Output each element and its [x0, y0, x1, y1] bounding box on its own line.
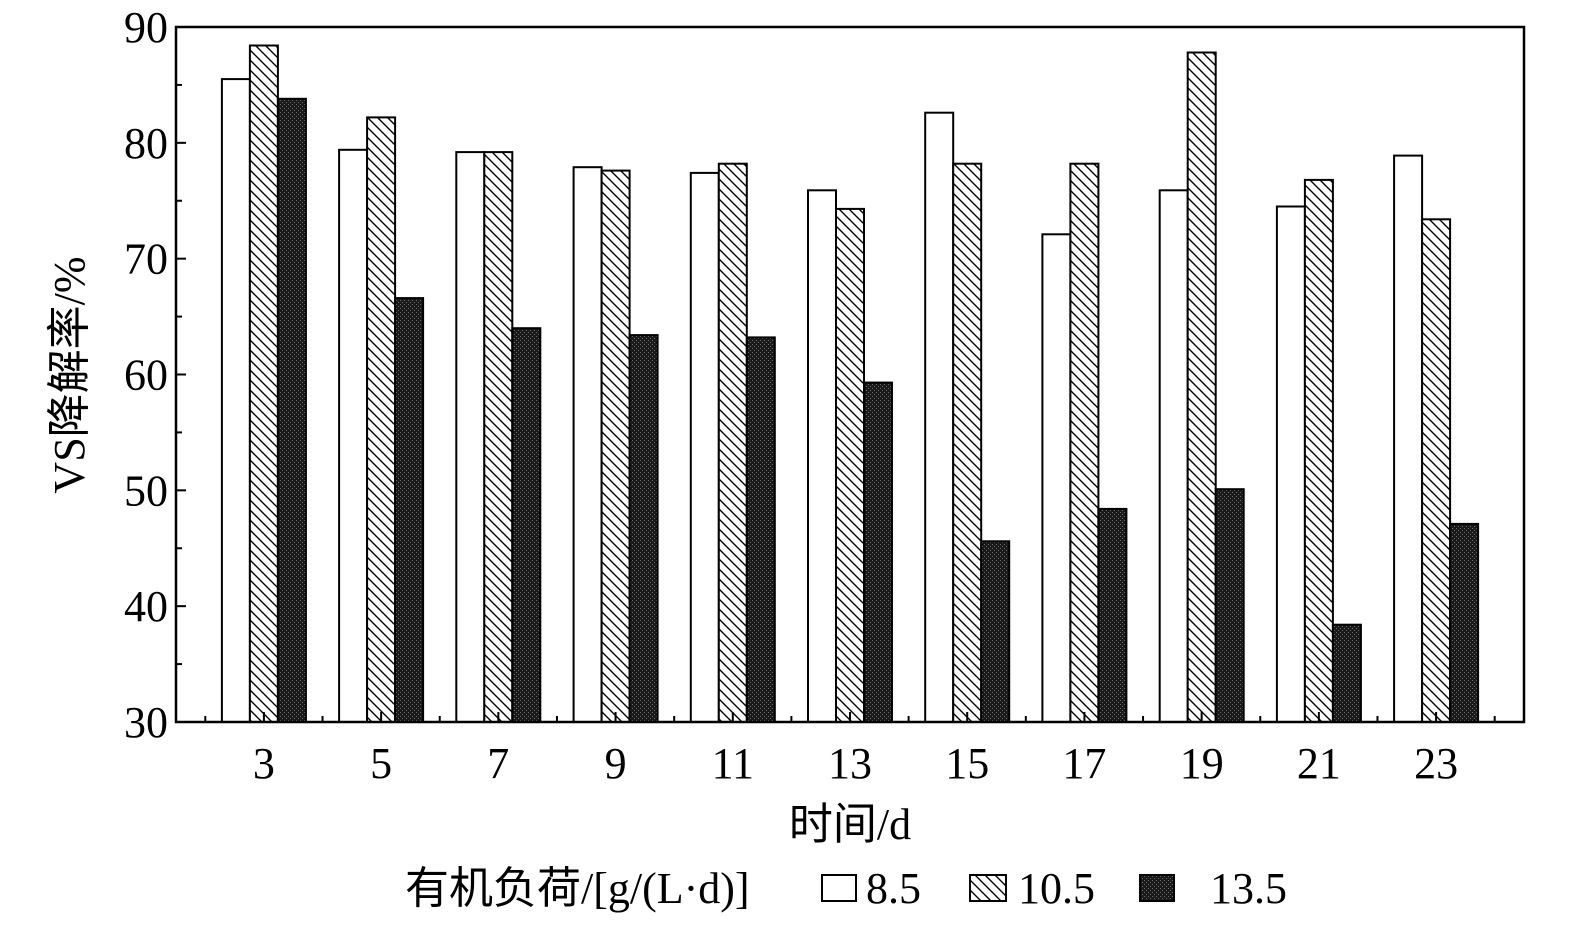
bar-13-5-day-7 [511, 327, 542, 723]
bar-13-5-day-11 [745, 336, 776, 723]
bar-8-5-day-21 [1275, 205, 1306, 723]
bar-10-5-day-7 [483, 151, 514, 724]
y-axis: 30 40 50 60 70 80 90 [124, 3, 186, 747]
x-tick-label: 11 [712, 739, 754, 788]
legend-label: 10.5 [1018, 864, 1095, 913]
bar-13-5-day-9 [628, 334, 659, 723]
bar-13-5-day-17 [1097, 507, 1128, 723]
bar-10-5-day-13 [835, 207, 865, 723]
bar-13-5-day-13 [863, 381, 893, 723]
x-tick-label: 7 [487, 739, 509, 788]
x-tick-label: 5 [370, 739, 392, 788]
legend-item-13-5: 13.5 [1139, 864, 1287, 913]
bar-10-5-day-11 [717, 162, 748, 723]
bar-8-5-day-3 [220, 78, 251, 724]
bar-10-5-day-15 [952, 162, 983, 723]
legend: 有机负荷/[g/(L·d)] 8.5 10.5 13.5 [405, 864, 1287, 913]
bar-10-5-day-23 [1421, 218, 1452, 724]
legend-swatch-open [821, 874, 857, 902]
bars-group [220, 44, 1480, 724]
y-tick-label: 30 [124, 698, 168, 747]
y-axis-label: VS降解率/% [45, 256, 94, 493]
bar-13-5-day-5 [394, 297, 425, 723]
y-tick-label: 80 [124, 119, 168, 168]
legend-title: 有机负荷/[g/(L·d)] [405, 864, 750, 913]
bar-8-5-day-11 [689, 171, 720, 723]
bar-10-5-day-9 [600, 169, 631, 724]
x-tick-label: 17 [1062, 739, 1106, 788]
y-tick-label: 40 [124, 582, 168, 631]
legend-item-10-5: 10.5 [969, 864, 1095, 913]
legend-label: 8.5 [866, 864, 921, 913]
legend-label: 13.5 [1210, 864, 1287, 913]
bar-13-5-day-19 [1214, 488, 1245, 724]
x-tick-label: 23 [1414, 739, 1458, 788]
x-axis: 3 5 7 9 11 13 15 17 19 21 23 [204, 712, 1496, 788]
bar-13-5-day-23 [1449, 522, 1480, 724]
x-tick-label: 15 [945, 739, 989, 788]
legend-swatch-dark [1139, 874, 1175, 902]
x-tick-label: 21 [1297, 739, 1341, 788]
x-axis-label: 时间/d [789, 800, 911, 849]
x-tick-label: 9 [605, 739, 627, 788]
legend-item-8-5: 8.5 [821, 864, 921, 913]
bar-8-5-day-19 [1158, 189, 1189, 724]
y-tick-label: 60 [124, 351, 168, 400]
x-tick-label: 3 [253, 739, 275, 788]
bar-8-5-day-23 [1393, 154, 1424, 724]
y-tick-label: 70 [124, 235, 168, 284]
bar-10-5-day-5 [366, 116, 397, 723]
bar-8-5-day-7 [455, 151, 486, 724]
x-tick-label: 19 [1180, 739, 1224, 788]
bar-10-5-day-19 [1186, 51, 1217, 723]
bar-13-5-day-15 [980, 540, 1011, 723]
bar-8-5-day-13 [807, 189, 837, 724]
x-tick-label: 13 [828, 739, 872, 788]
bar-10-5-day-17 [1069, 162, 1100, 723]
bar-13-5-day-3 [276, 97, 307, 724]
bar-8-5-day-9 [572, 166, 603, 723]
legend-swatch-hatched [969, 874, 1007, 902]
bar-8-5-day-17 [1041, 233, 1072, 724]
bar-8-5-day-5 [338, 148, 369, 724]
y-tick-label: 90 [124, 3, 168, 52]
bar-10-5-day-21 [1303, 178, 1334, 723]
y-tick-label: 50 [124, 466, 168, 515]
bar-10-5-day-3 [248, 44, 279, 723]
bar-8-5-day-15 [924, 111, 955, 723]
bar-13-5-day-21 [1331, 623, 1362, 724]
